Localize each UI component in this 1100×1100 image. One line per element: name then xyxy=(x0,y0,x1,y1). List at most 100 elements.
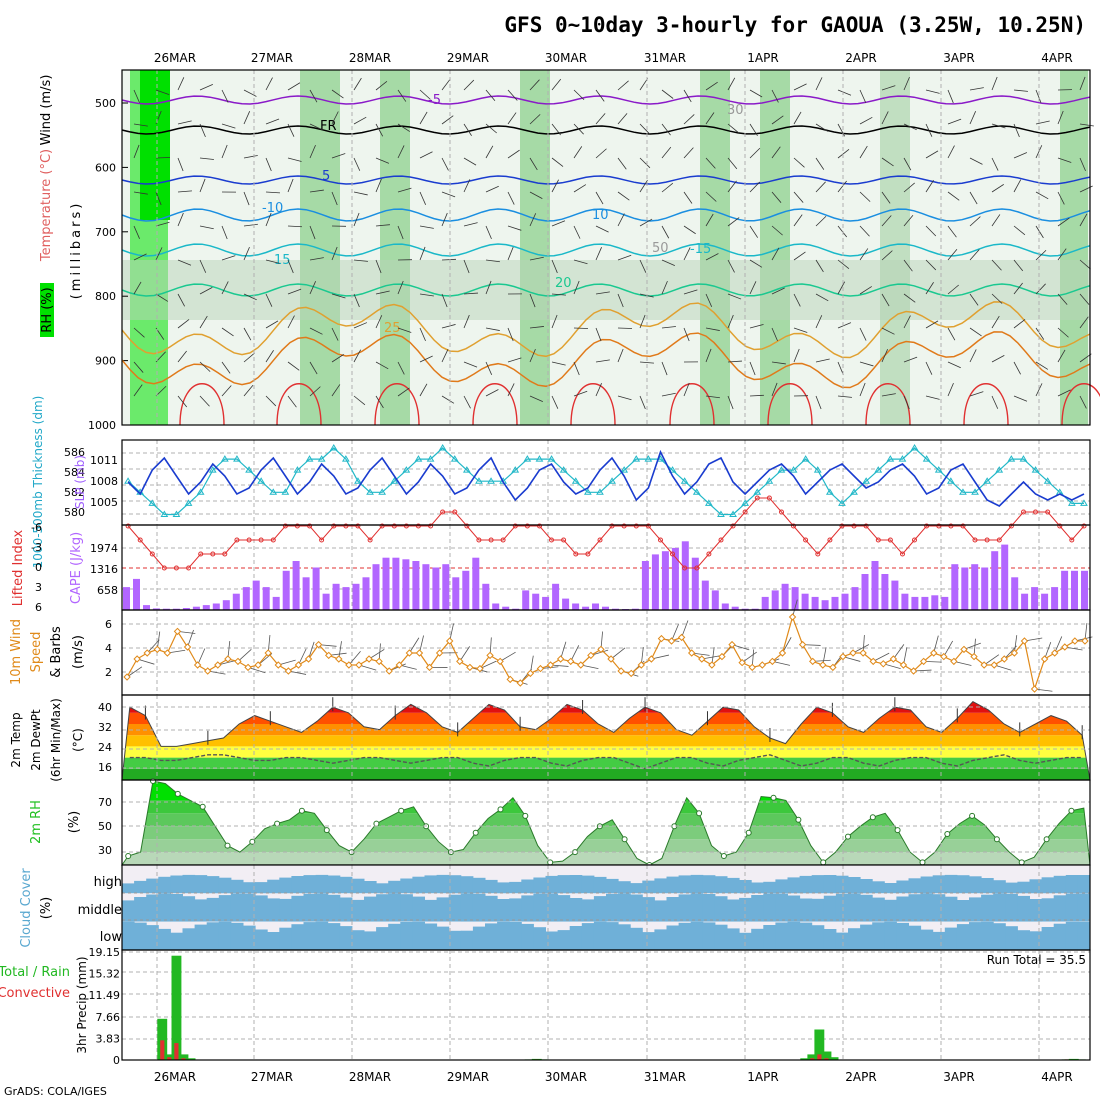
cloud-bar xyxy=(509,881,522,894)
precip-total-bar xyxy=(185,1058,196,1060)
y-tick-label: 3.83 xyxy=(96,1032,121,1045)
wind-barb xyxy=(499,651,516,662)
precip-conv-bar xyxy=(181,1058,186,1060)
wind-barb xyxy=(705,395,720,399)
axis-label-temp-a: 2m Temp xyxy=(9,712,23,767)
wind-barb xyxy=(1035,361,1049,370)
cloud-bar xyxy=(557,875,571,894)
cloud-bar xyxy=(327,875,341,894)
wind-barb xyxy=(903,315,911,329)
wind-barb xyxy=(749,225,759,238)
cloud-bar xyxy=(303,893,317,922)
lifted-index-point xyxy=(282,523,288,529)
wind-barb xyxy=(368,649,385,660)
wind-barb xyxy=(969,87,984,91)
cloud-bar xyxy=(896,896,909,922)
wind-barb xyxy=(1079,123,1094,127)
cloud-bar xyxy=(969,876,982,894)
lifted-index-point xyxy=(210,551,216,557)
wind-speed-point xyxy=(335,655,343,663)
cloud-bar xyxy=(509,922,522,950)
wind-barb xyxy=(573,184,587,193)
wind-barb xyxy=(221,281,229,295)
cloud-bar xyxy=(642,932,655,950)
wind-barb xyxy=(155,247,163,261)
wind-barb xyxy=(661,123,671,136)
wind-barb xyxy=(1057,110,1064,125)
cape-bar xyxy=(252,580,260,610)
cloud-bar xyxy=(787,921,801,950)
cloud-bar xyxy=(206,897,220,922)
wind-barb xyxy=(771,146,781,159)
wind-barb xyxy=(1035,283,1046,295)
wind-barb xyxy=(683,289,698,295)
y-tick-label-left: 580 xyxy=(64,506,85,519)
cape-bar xyxy=(941,596,949,610)
cape-bar xyxy=(342,587,350,610)
thickness-point xyxy=(886,455,895,462)
wind-speed-point xyxy=(325,651,333,660)
cape-bar xyxy=(552,583,560,610)
wind-barb xyxy=(441,78,451,91)
wind-barb xyxy=(441,115,454,125)
thickness-point xyxy=(934,466,943,473)
wind-barb xyxy=(947,89,954,104)
lifted-index-point xyxy=(694,565,700,571)
temp-band xyxy=(122,735,1090,747)
wind-barb xyxy=(771,115,784,125)
wind-barb xyxy=(485,123,497,134)
cloud-bar xyxy=(569,898,583,922)
slp-thickness-panel: 586 584 582 580 1011 1008 1005 xyxy=(64,439,1091,526)
cloud-bar xyxy=(860,894,873,922)
lifted-index-point xyxy=(524,523,530,529)
thickness-point xyxy=(523,455,532,462)
thickness-point xyxy=(305,455,314,462)
cloud-bar xyxy=(412,921,425,950)
wind-barb xyxy=(639,218,653,227)
wind-barb xyxy=(551,259,558,274)
cape-bar xyxy=(991,551,999,610)
cloud-bar xyxy=(569,926,583,950)
wind-barb xyxy=(199,84,213,91)
precip-conv-bar xyxy=(824,1058,829,1060)
cloud-bar xyxy=(678,894,692,922)
cloud-bar xyxy=(823,929,837,950)
contour-label: -10 xyxy=(262,201,283,216)
wind-speed-point xyxy=(193,661,202,669)
wind-speed-point xyxy=(849,649,857,657)
axis-label-temp-b: 2m DewPt xyxy=(29,709,43,771)
date-label-bottom: 1APR xyxy=(747,1070,778,1084)
date-label-bottom: 4APR xyxy=(1041,1070,1072,1084)
precip-total-bar xyxy=(807,1054,818,1060)
wind-barb xyxy=(639,179,648,193)
thickness-point xyxy=(269,488,278,495)
cloud-bar xyxy=(194,899,208,922)
cloud-bar xyxy=(714,896,728,922)
lifted-index-point xyxy=(972,537,978,543)
wind-barb xyxy=(683,247,691,261)
temperature-contour xyxy=(570,383,616,426)
wind-barb xyxy=(749,89,763,98)
rh-band xyxy=(122,852,1090,865)
cloud-bar xyxy=(630,894,643,922)
wind-barb xyxy=(265,259,280,264)
cape-bar xyxy=(751,608,759,610)
y-tick-label: 30 xyxy=(98,844,112,857)
cloud-bar xyxy=(593,921,607,950)
y-tick-label-left: -6 xyxy=(31,521,42,534)
cloud-bar xyxy=(485,895,498,922)
cloud-bar xyxy=(811,898,825,922)
lifted-index-point xyxy=(1045,509,1051,515)
cloud-bar xyxy=(593,876,607,894)
y-tick-label: 19.15 xyxy=(89,946,121,959)
y-tick-label-left: 6 xyxy=(35,601,42,614)
wind-barb xyxy=(969,293,979,306)
lifted-index-point xyxy=(452,509,458,515)
thickness-point xyxy=(995,466,1004,473)
wind-barb xyxy=(287,157,302,162)
thickness-point xyxy=(148,499,157,506)
cloud-bar xyxy=(388,880,401,894)
axis-label-lifted-index: Lifted Index xyxy=(11,529,26,606)
cloud-bar xyxy=(267,898,280,922)
wind-barb xyxy=(943,640,954,657)
